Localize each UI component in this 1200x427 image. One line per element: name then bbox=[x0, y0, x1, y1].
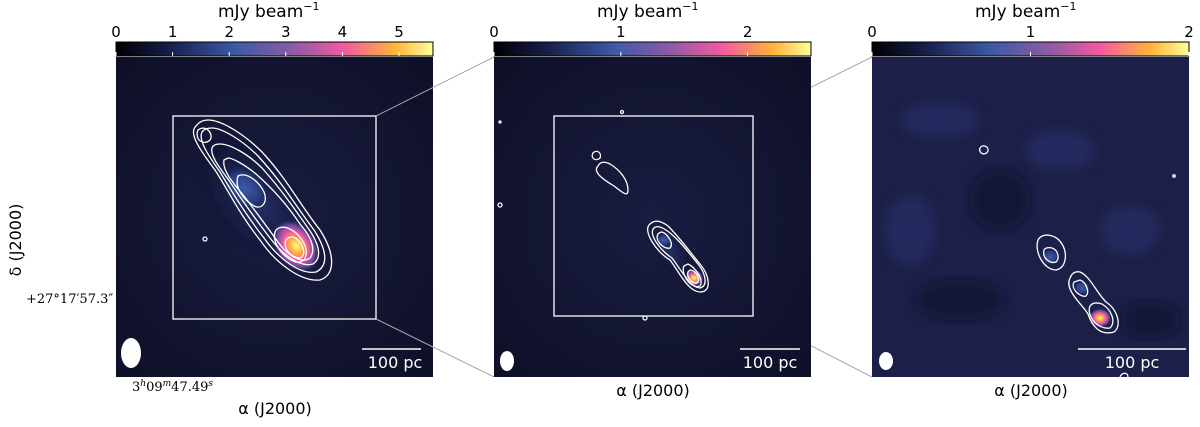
contours-middle bbox=[497, 109, 709, 321]
scalebar-label-left: 100 pc bbox=[368, 353, 423, 372]
x-axis-label-middle: α (J2000) bbox=[616, 381, 690, 400]
panel-middle: 0 1 2 mJy beam−1 100 pc α (J2000) bbox=[489, 0, 812, 400]
dec-tick-label: +27°17′57.3″ bbox=[26, 292, 113, 307]
beam-ellipse-right bbox=[879, 352, 893, 370]
scalebar-label-right: 100 pc bbox=[1105, 353, 1160, 372]
colorbar-tick-label: 0 bbox=[111, 23, 121, 41]
colorbar-label-left: mJy beam−1 bbox=[218, 0, 319, 22]
emission-right bbox=[1040, 248, 1112, 328]
zoom-box-left bbox=[172, 115, 377, 320]
noise-texture-right bbox=[885, 102, 1180, 338]
colorbar-tick-label: 2 bbox=[1184, 23, 1194, 41]
colorbar-tick-label: 5 bbox=[394, 23, 404, 41]
colorbar-ticks-right: 0 1 2 bbox=[867, 23, 1194, 56]
colorbar-ticks-left: 0 1 2 3 4 5 bbox=[111, 23, 404, 56]
colorbar-middle bbox=[493, 41, 812, 57]
colorbar-tick-label: 4 bbox=[338, 23, 348, 41]
panel-right: 0 1 2 mJy beam−1 bbox=[867, 0, 1194, 400]
colorbar-label-middle: mJy beam−1 bbox=[597, 0, 698, 22]
colorbar-tick-label: 2 bbox=[743, 23, 753, 41]
colorbar-left bbox=[115, 41, 434, 57]
colorbar-tick-label: 1 bbox=[1026, 23, 1036, 41]
colorbar-ticks-middle: 0 1 2 bbox=[489, 23, 752, 56]
radio-map-middle bbox=[494, 57, 811, 377]
y-axis-label: δ (J2000) bbox=[6, 204, 25, 277]
colorbar-label-right: mJy beam−1 bbox=[975, 0, 1076, 22]
colorbar-tick-label: 0 bbox=[489, 23, 499, 41]
colorbar-tick-label: 0 bbox=[867, 23, 877, 41]
beam-ellipse-left bbox=[121, 338, 141, 368]
zoom-box-middle bbox=[553, 115, 754, 317]
colorbar-tick-label: 3 bbox=[281, 23, 291, 41]
colorbar-tick-label: 2 bbox=[224, 23, 234, 41]
contours-left bbox=[192, 119, 333, 281]
scalebar-label-middle: 100 pc bbox=[743, 353, 798, 372]
colorbar-tick-label: 1 bbox=[168, 23, 178, 41]
x-axis-label-right: α (J2000) bbox=[994, 381, 1068, 400]
ra-tick-label: 3h09m47.49s bbox=[132, 379, 213, 395]
colorbar-tick-label: 1 bbox=[616, 23, 626, 41]
beam-ellipse-middle bbox=[500, 351, 514, 371]
x-axis-label-left: α (J2000) bbox=[238, 399, 312, 418]
contours-right bbox=[979, 145, 1176, 378]
